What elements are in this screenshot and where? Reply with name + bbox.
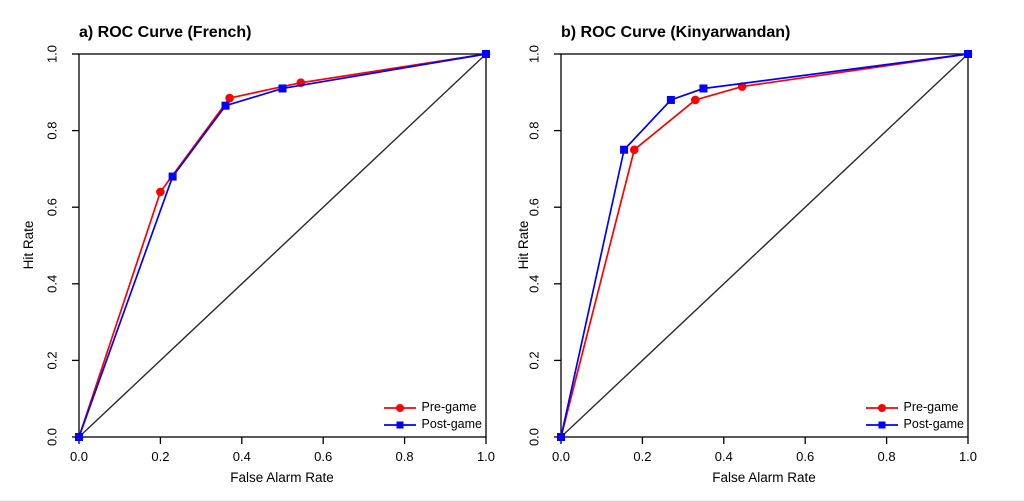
legend: Pre-game Post-game <box>383 400 482 432</box>
x-tick-label: 0.2 <box>633 449 651 464</box>
x-tick-label: 0.4 <box>233 449 251 464</box>
data-point-marker <box>666 95 675 104</box>
x-tick-label: 0.2 <box>151 449 169 464</box>
data-point-marker <box>620 145 629 154</box>
legend-label: Pre-game <box>421 400 477 415</box>
x-tick-label: 0.6 <box>314 449 332 464</box>
y-tick-label: 1.0 <box>45 45 60 63</box>
legend-item-post-game: Post-game <box>383 417 482 432</box>
x-tick-label: 0.8 <box>396 449 414 464</box>
chart-title: b) ROC Curve (Kinyarwandan) <box>561 24 791 41</box>
y-tick-label: 1.0 <box>527 45 542 63</box>
y-tick-label: 0.2 <box>45 351 60 369</box>
pre-game-line-marker-icon <box>383 403 416 412</box>
chart-panel-kinyarwandan: 0.0 0.2 0.4 0.6 0.8 1.0 0.0 0.2 0.4 0.6 0.8 1.0 b) … <box>512 0 1024 501</box>
x-tick-label: 1.0 <box>959 449 977 464</box>
y-tick-label: 0.8 <box>45 122 60 140</box>
data-point-marker <box>156 187 165 197</box>
legend-marker <box>877 403 886 412</box>
y-tick-label: 0.6 <box>527 198 542 216</box>
x-axis-label: False Alarm Rate <box>230 470 334 485</box>
legend-item-post-game: Post-game <box>865 417 964 432</box>
roc-plot-kinyarwandan: 0.0 0.2 0.4 0.6 0.8 1.0 0.0 0.2 0.4 0.6 0.8 1.0 <box>527 45 978 464</box>
chance-diagonal-line <box>78 53 487 438</box>
chart-panel-french: 0.0 0.2 0.4 0.6 0.8 1.0 0.0 0.2 0.4 0.6 0.8 1.0 a) … <box>21 24 496 485</box>
x-tick-label: 1.0 <box>477 449 495 464</box>
legend: Pre-game Post-game <box>865 400 964 432</box>
chance-diagonal-line <box>560 53 969 438</box>
y-axis-label: Hit Rate <box>21 220 37 270</box>
y-tick-label: 0.2 <box>527 351 542 369</box>
x-tick-label: 0.8 <box>878 449 896 464</box>
y-tick-label: 0.6 <box>45 198 60 216</box>
x-tick-label: 0.6 <box>796 449 814 464</box>
post-game-line-marker-icon <box>383 421 416 428</box>
x-tick-label: 0.4 <box>715 449 733 464</box>
x-axis-label: False Alarm Rate <box>712 470 816 485</box>
data-point-marker <box>482 50 490 58</box>
pre-game-line-marker-icon <box>865 403 898 412</box>
legend-label: Post-game <box>903 417 964 432</box>
y-axis-label: Hit Rate <box>516 220 532 270</box>
data-point-marker <box>964 50 972 58</box>
legend-item-pre-game: Pre-game <box>383 400 482 415</box>
chart-title: a) ROC Curve (French) <box>79 24 252 41</box>
legend-label: Pre-game <box>903 400 959 415</box>
y-tick-label: 0.0 <box>45 428 60 446</box>
x-tick-label: 0.0 <box>70 449 88 464</box>
roc-plot-french: 0.0 0.2 0.4 0.6 0.8 1.0 0.0 0.2 0.4 0.6 0.8 1.0 <box>45 45 496 464</box>
y-tick-label: 0.4 <box>45 275 60 293</box>
data-point-marker <box>278 84 287 93</box>
legend-label: Post-game <box>421 417 482 432</box>
y-tick-label: 0.4 <box>527 275 542 293</box>
y-tick-label: 0.8 <box>527 122 542 140</box>
data-point-marker <box>221 101 230 110</box>
legend-item-pre-game: Pre-game <box>865 400 964 415</box>
data-point-marker <box>225 93 234 103</box>
data-point-marker <box>629 145 639 155</box>
legend-marker <box>396 421 404 428</box>
data-point-marker <box>557 433 565 441</box>
y-tick-label: 0.0 <box>527 428 542 446</box>
data-point-marker <box>691 95 700 105</box>
legend-marker <box>395 403 404 412</box>
plot-box <box>78 53 487 438</box>
data-point-marker <box>168 172 177 181</box>
post-game-line-marker-icon <box>865 421 898 428</box>
data-point-marker <box>75 433 83 441</box>
data-point-marker <box>699 84 708 93</box>
legend-marker <box>878 421 886 428</box>
plot-box <box>560 53 969 438</box>
x-tick-label: 0.0 <box>552 449 570 464</box>
